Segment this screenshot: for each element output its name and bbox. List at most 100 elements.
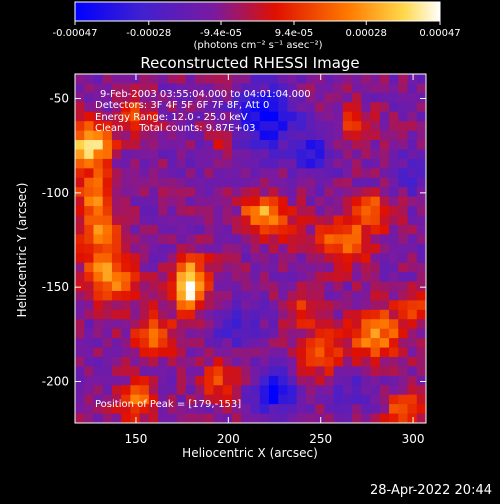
heatmap-cell	[370, 394, 381, 405]
y-tick-label: -50	[49, 92, 69, 106]
heatmap-cell	[232, 272, 242, 283]
heatmap-cell	[315, 375, 325, 386]
heatmap-cell	[130, 158, 141, 169]
heatmap-cell	[167, 149, 178, 160]
heatmap-cell	[287, 366, 298, 377]
heatmap-cell	[195, 394, 205, 405]
heatmap-cell	[222, 347, 233, 358]
heatmap-cell	[148, 385, 159, 396]
heatmap-cell	[176, 281, 187, 292]
heatmap-cell	[379, 234, 390, 245]
heatmap-cell	[241, 385, 252, 396]
heatmap-cell	[241, 338, 252, 349]
heatmap-cell	[305, 215, 316, 226]
heatmap-cell	[296, 262, 307, 273]
heatmap-cell	[158, 92, 168, 103]
heatmap-cell	[121, 187, 132, 198]
heatmap-cell	[342, 375, 353, 386]
heatmap-cell	[204, 281, 215, 292]
heatmap-cell	[333, 281, 344, 292]
heatmap-cell	[195, 177, 205, 188]
heatmap-cell	[370, 319, 381, 330]
heatmap-cell	[213, 262, 224, 273]
heatmap-cell	[296, 290, 307, 301]
info-energy-range: Energy Range: 12.0 - 25.0 keV	[95, 112, 248, 123]
heatmap-cell	[352, 262, 362, 273]
heatmap-cell	[111, 187, 122, 198]
heatmap-cell	[416, 300, 426, 311]
heatmap-cell	[75, 92, 85, 103]
heatmap-cell	[139, 187, 150, 198]
heatmap-cell	[379, 347, 390, 358]
heatmap-cell	[268, 92, 279, 103]
heatmap-cell	[185, 83, 196, 94]
heatmap-cell	[195, 253, 205, 264]
heatmap-cell	[389, 206, 399, 217]
heatmap-cell	[250, 92, 261, 103]
heatmap-cell	[370, 300, 381, 311]
heatmap-cell	[370, 92, 381, 103]
heatmap-cell	[305, 328, 316, 339]
heatmap-cell	[148, 149, 159, 160]
heatmap-cell	[130, 413, 141, 423]
heatmap-cell	[130, 300, 141, 311]
heatmap-cell	[287, 140, 298, 151]
heatmap-cell	[158, 319, 168, 330]
heatmap-cell	[333, 111, 344, 122]
heatmap-cell	[84, 338, 95, 349]
heatmap-cell	[75, 300, 85, 311]
heatmap-cell	[296, 272, 307, 283]
heatmap-cell	[296, 375, 307, 386]
heatmap-cell	[268, 253, 279, 264]
heatmap-cell	[139, 366, 150, 377]
heatmap-cell	[176, 111, 187, 122]
heatmap-cell	[102, 394, 113, 405]
heatmap-cell	[148, 366, 159, 377]
heatmap-cell	[195, 111, 205, 122]
heatmap-cell	[370, 140, 381, 151]
heatmap-cell	[315, 206, 325, 217]
heatmap-cell	[361, 196, 372, 207]
heatmap-cell	[259, 356, 270, 367]
heatmap-cell	[139, 262, 150, 273]
heatmap-cell	[389, 347, 399, 358]
heatmap-cell	[352, 206, 362, 217]
heatmap-cell	[241, 130, 252, 141]
heatmap-cell	[305, 394, 316, 405]
heatmap-cell	[305, 347, 316, 358]
heatmap-cell	[250, 272, 261, 283]
heatmap-cell	[139, 253, 150, 264]
heatmap-cell	[241, 309, 252, 320]
heatmap-cell	[407, 158, 418, 169]
heatmap-cell	[407, 102, 418, 113]
heatmap-cell	[296, 121, 307, 132]
heatmap-cell	[324, 243, 335, 254]
heatmap-cell	[158, 177, 168, 188]
heatmap-cell	[222, 404, 233, 415]
heatmap-cell	[84, 253, 95, 264]
heatmap-cell	[342, 385, 353, 396]
heatmap-cell	[324, 366, 335, 377]
heatmap-cell	[416, 234, 426, 245]
heatmap-cell	[333, 404, 344, 415]
heatmap-cell	[93, 404, 104, 415]
heatmap-cell	[379, 130, 390, 141]
chart-title: Reconstructed RHESSI Image	[140, 54, 359, 72]
heatmap-cell	[324, 290, 335, 301]
heatmap-cell	[185, 300, 196, 311]
heatmap-cell	[305, 309, 316, 320]
heatmap-cell	[213, 347, 224, 358]
heatmap-cell	[232, 281, 242, 292]
heatmap-cell	[204, 215, 215, 226]
heatmap-cell	[305, 404, 316, 415]
heatmap-cell	[352, 366, 362, 377]
heatmap-cell	[204, 319, 215, 330]
heatmap-cell	[102, 290, 113, 301]
heatmap-cell	[389, 319, 399, 330]
heatmap-cell	[352, 243, 362, 254]
heatmap-cell	[121, 328, 132, 339]
heatmap-cell	[342, 168, 353, 179]
heatmap-cell	[185, 224, 196, 235]
heatmap-cell	[296, 394, 307, 405]
heatmap-cell	[195, 74, 205, 85]
